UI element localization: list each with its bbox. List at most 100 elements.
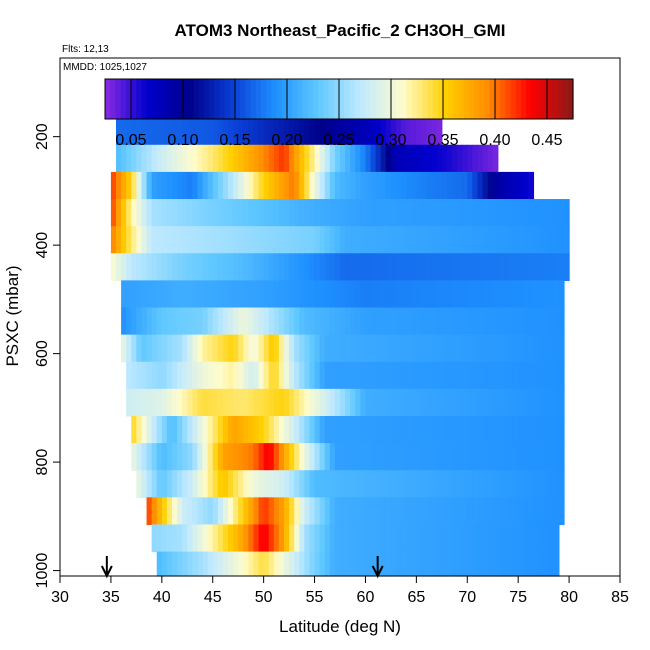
heat-cell: [411, 307, 417, 336]
heat-cell: [421, 334, 428, 363]
heat-cell: [482, 253, 489, 281]
colorbar-swatch: [396, 79, 402, 119]
heat-cell: [233, 524, 239, 553]
heat-cell: [304, 280, 311, 309]
heat-cell: [258, 226, 265, 254]
heat-cell: [212, 307, 219, 336]
heat-cell: [523, 199, 529, 227]
heat-cell: [228, 334, 234, 363]
heat-cell: [116, 199, 122, 227]
heat-cell: [294, 253, 300, 281]
heat-cell: [421, 253, 428, 281]
heat-cell: [324, 199, 331, 227]
heat-cell: [268, 253, 275, 281]
heat-cell: [411, 117, 417, 146]
heat-cell: [319, 171, 326, 200]
heat-cell: [207, 551, 214, 577]
heat-cell: [156, 551, 163, 577]
heat-cell: [238, 199, 244, 227]
heat-cell: [548, 470, 555, 498]
colorbar-swatch: [151, 79, 158, 119]
heat-cell: [365, 497, 372, 526]
colorbar-swatch: [328, 79, 335, 119]
heat-cell: [248, 497, 255, 526]
heat-cell: [518, 470, 524, 498]
heat-cell: [558, 334, 565, 363]
heat-cell: [314, 470, 321, 498]
heat-cell: [467, 551, 473, 577]
heat-cell: [446, 361, 453, 390]
heat-cell: [278, 171, 285, 200]
heat-cell: [228, 443, 234, 471]
heat-cell: [182, 144, 188, 173]
heat-cell: [248, 470, 255, 498]
heat-cell: [289, 117, 295, 146]
heat-cell: [278, 253, 285, 281]
heat-cell: [299, 280, 305, 309]
heat-cell: [472, 497, 479, 526]
x-tick-label: 50: [255, 589, 273, 606]
heat-cell: [166, 334, 173, 363]
heat-cell: [396, 199, 402, 227]
heat-cell: [172, 307, 178, 336]
heat-cell: [533, 551, 540, 577]
heat-cell: [543, 415, 550, 444]
heat-cell: [324, 443, 331, 471]
heat-cell: [365, 415, 372, 444]
colorbar-swatch: [146, 79, 153, 119]
heat-cell: [508, 199, 514, 227]
heat-cell: [518, 171, 524, 200]
heat-cell: [385, 307, 392, 336]
heat-cell: [268, 117, 275, 146]
heat-cell: [446, 388, 453, 417]
colorbar-swatch: [474, 79, 480, 119]
colorbar-swatch: [349, 79, 356, 119]
heat-cell: [411, 280, 417, 309]
heat-cell: [309, 117, 316, 146]
heat-cell: [431, 388, 438, 417]
heat-cell: [253, 199, 260, 227]
heat-cell: [294, 226, 300, 254]
heat-cell: [452, 443, 458, 471]
heat-cell: [182, 388, 188, 417]
heat-cell: [441, 253, 448, 281]
heat-cell: [365, 117, 372, 146]
heat-cell: [309, 253, 316, 281]
heat-cell: [299, 388, 305, 417]
heat-cell: [446, 171, 453, 200]
heat-cell: [187, 253, 193, 281]
flights-note: Flts: 12,13: [62, 44, 109, 55]
heat-cell: [446, 415, 453, 444]
heat-cell: [492, 443, 499, 471]
heat-cell: [487, 361, 494, 390]
heat-cell: [538, 307, 545, 336]
heat-cell: [304, 226, 311, 254]
heat-cell: [304, 171, 311, 200]
heat-cell: [523, 470, 529, 498]
heat-cell: [528, 307, 535, 336]
heat-cell: [401, 171, 407, 200]
heat-cell: [278, 388, 285, 417]
heat-cell: [533, 199, 540, 227]
heat-cell: [457, 307, 463, 336]
heat-cell: [487, 171, 494, 200]
heat-cell: [248, 226, 255, 254]
heat-cell: [284, 497, 290, 526]
heat-cell: [187, 226, 193, 254]
heat-cell: [340, 199, 346, 227]
colorbar-swatch: [354, 79, 361, 119]
heat-cell: [289, 388, 295, 417]
heat-cell: [156, 443, 163, 471]
heat-cell: [401, 280, 407, 309]
heat-cell: [253, 144, 260, 173]
heat-cell: [365, 280, 372, 309]
heat-cell: [462, 524, 468, 553]
heat-cell: [528, 361, 535, 390]
heat-cell: [457, 253, 463, 281]
heat-cell: [263, 226, 270, 254]
heat-cell: [334, 524, 341, 553]
heat-cell: [497, 171, 504, 200]
heat-cell: [421, 443, 428, 471]
heat-cell: [314, 524, 321, 553]
heat-cell: [207, 443, 214, 471]
